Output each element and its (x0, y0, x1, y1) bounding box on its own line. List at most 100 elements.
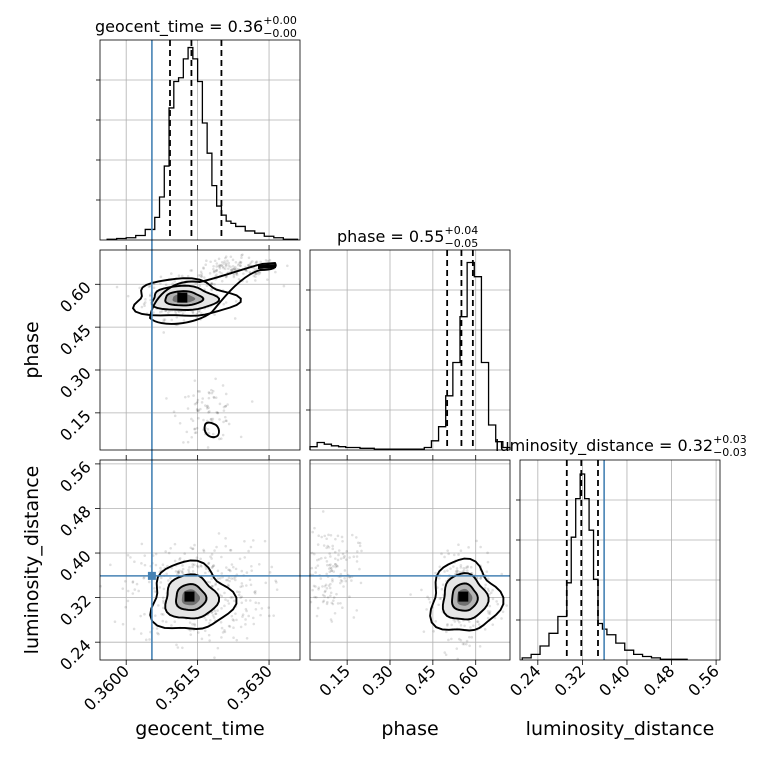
scatter-point-5-124 (330, 620, 334, 623)
scatter-point-5-66 (339, 601, 342, 605)
scatter-point-3-238 (135, 582, 139, 586)
hist-geocent_time (106, 46, 299, 240)
scatter-point-3-287 (231, 596, 234, 599)
scatter-point-3-361 (241, 613, 245, 616)
scatter-point-1-149 (230, 268, 233, 272)
ytick-label-phase-0: 0.15 (56, 406, 95, 445)
scatter-point-3-321 (211, 584, 215, 588)
scatter-point-5-37 (330, 569, 333, 572)
scatter-point-1-98 (248, 270, 252, 274)
scatter-point-3-241 (140, 542, 144, 546)
scatter-point-3-397 (176, 570, 180, 574)
scatter-point-3-374 (252, 622, 256, 626)
scatter-point-4-379 (495, 600, 498, 603)
scatter-point-0-72 (170, 272, 173, 275)
scatter-point-1-50 (229, 268, 233, 272)
scatter-point-2-43 (196, 390, 200, 393)
scatter-point-5-19 (313, 526, 316, 530)
scatter-point-1-138 (229, 265, 232, 269)
scatter-point-2-11 (193, 431, 197, 435)
scatter-point-5-137 (330, 569, 333, 573)
scatter-point-4-281 (459, 623, 463, 627)
scatter-point-3-54 (220, 636, 223, 639)
scatter-point-3-37 (183, 552, 186, 555)
xtick-label-luminosity_distance-3: 0.48 (640, 661, 679, 700)
scatter-point-3-110 (208, 622, 211, 625)
scatter-point-4-227 (437, 603, 440, 607)
scatter-point-3-17 (218, 577, 222, 580)
scatter-point-3-183 (193, 563, 196, 567)
scatter-point-3-393 (133, 560, 136, 564)
scatter-point-3-76 (223, 604, 226, 608)
scatter-point-1-99 (224, 256, 227, 260)
scatter-point-5-93 (343, 576, 346, 580)
scatter-point-0-257 (144, 301, 147, 304)
scatter-point-0-261 (199, 273, 202, 277)
scatter-point-2-84 (218, 402, 222, 406)
scatter-point-3-176 (228, 625, 232, 628)
scatter-point-2-50 (224, 419, 228, 423)
scatter-point-2-54 (212, 395, 216, 399)
scatter-point-5-87 (355, 609, 359, 612)
scatter-point-0-167 (209, 282, 213, 285)
scatter-point-2-89 (218, 418, 221, 421)
scatter-point-4-149 (459, 566, 463, 569)
scatter-point-3-269 (260, 607, 264, 610)
scatter-point-1-92 (252, 266, 256, 270)
scatter-point-4-160 (444, 653, 448, 657)
scatter-point-0-38 (159, 282, 162, 285)
scatter-point-4-347 (457, 637, 461, 641)
scatter-point-2-25 (207, 391, 211, 394)
scatter-point-1-51 (222, 266, 225, 270)
title-luminosity_distance-value: = 0.32 (654, 436, 713, 455)
scatter-point-2-34 (195, 409, 199, 412)
scatter-point-5-2 (329, 594, 332, 598)
scatter-point-1-14 (282, 284, 286, 288)
scatter-point-4-268 (475, 620, 479, 623)
xaxis-label-geocent_time: geocent_time (135, 718, 264, 740)
scatter-point-5-79 (339, 557, 343, 560)
scatter-point-3-221 (181, 564, 184, 567)
scatter-point-5-8 (311, 588, 314, 592)
scatter-point-5-92 (321, 593, 325, 597)
scatter-point-3-328 (191, 563, 194, 566)
scatter-point-5-122 (325, 602, 329, 606)
scatter-point-3-358 (203, 616, 206, 619)
scatter-point-3-156 (275, 588, 279, 591)
scatter-point-3-180 (178, 558, 181, 561)
scatter-point-4-116 (500, 617, 503, 620)
scatter-point-4-178 (428, 601, 432, 604)
scatter-point-5-94 (317, 586, 321, 589)
scatter-point-3-124 (193, 543, 196, 547)
scatter-point-5-134 (320, 556, 323, 560)
scatter-point-4-367 (483, 586, 487, 590)
scatter-point-1-56 (232, 275, 236, 279)
scatter-point-3-319 (121, 587, 125, 590)
scatter-point-5-28 (332, 570, 336, 573)
scatter-point-0-184 (162, 318, 166, 321)
scatter-point-3-100 (191, 622, 194, 626)
scatter-point-5-59 (326, 600, 329, 604)
scatter-point-3-250 (240, 569, 244, 573)
scatter-point-2-74 (214, 396, 218, 399)
scatter-point-5-42 (340, 535, 344, 539)
scatter-point-3-225 (254, 608, 258, 611)
scatter-point-4-75 (450, 623, 453, 627)
scatter-point-2-33 (190, 417, 193, 421)
scatter-point-3-271 (244, 618, 247, 621)
scatter-point-4-55 (455, 647, 459, 650)
scatter-point-4-257 (462, 642, 466, 646)
scatter-point-3-273 (234, 612, 237, 615)
scatter-point-3-5 (251, 616, 255, 620)
scatter-point-0-182 (177, 310, 181, 314)
scatter-point-0-287 (200, 275, 203, 278)
scatter-point-3-234 (245, 636, 249, 640)
scatter-point-3-231 (210, 553, 214, 556)
xtick-label-phase-2: 0.45 (401, 661, 440, 700)
scatter-point-1-134 (227, 261, 231, 265)
scatter-point-1-103 (247, 264, 250, 267)
scatter-point-5-17 (355, 550, 359, 553)
scatter-point-5-36 (313, 595, 316, 599)
scatter-point-4-190 (489, 591, 493, 595)
